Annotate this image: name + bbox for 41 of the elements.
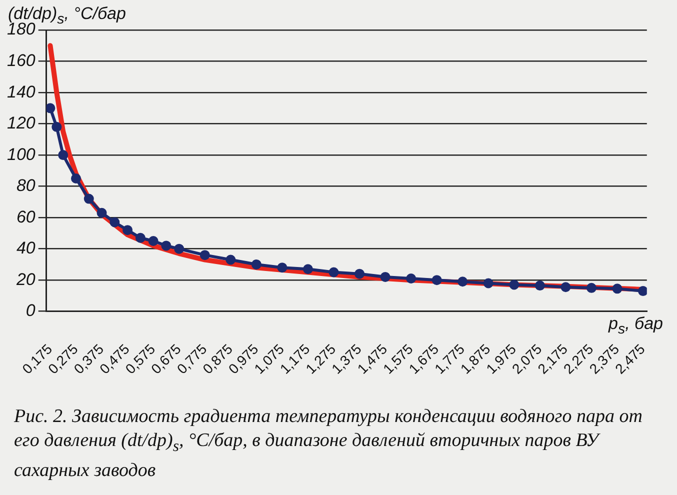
y-tick-label: 20 xyxy=(15,270,36,289)
point xyxy=(483,278,494,288)
point xyxy=(277,262,288,273)
point xyxy=(148,236,158,246)
point xyxy=(96,208,107,218)
point xyxy=(135,232,146,243)
point xyxy=(161,240,172,251)
point xyxy=(354,268,365,279)
point xyxy=(328,267,339,278)
x-axis-title: p$_{s}$, бар xyxy=(608,314,663,338)
point xyxy=(52,122,62,132)
point xyxy=(458,276,468,287)
point xyxy=(612,284,622,294)
text: Рис. 2. Зависимость градиента температуры конденсации водяного пара от его давления (dt/dp)$_{s}$, °C/бар, в диапазоне давлений вторичных паров ВУ сахарных заводов xyxy=(14,406,642,481)
y-tick-label: 40 xyxy=(16,238,36,258)
point xyxy=(534,280,545,291)
point xyxy=(174,244,184,254)
point xyxy=(560,282,571,292)
point xyxy=(586,282,596,293)
y-tick-label: 80 xyxy=(16,176,36,196)
point xyxy=(638,286,647,296)
y-tick-label: 60 xyxy=(16,207,36,226)
point xyxy=(509,280,520,290)
point xyxy=(406,274,416,284)
point xyxy=(110,217,120,228)
point xyxy=(380,272,390,282)
y-tick-label: 140 xyxy=(6,82,36,102)
y-tick-label: 120 xyxy=(6,114,36,133)
point xyxy=(200,250,210,260)
point xyxy=(226,254,236,265)
point xyxy=(251,259,262,270)
y-tick-label: 0 xyxy=(26,301,36,320)
point xyxy=(84,194,94,204)
point xyxy=(46,103,56,114)
point xyxy=(122,225,133,236)
y-tick-label: 160 xyxy=(6,50,36,70)
point xyxy=(432,275,442,286)
point xyxy=(302,264,313,274)
point xyxy=(71,173,82,184)
y-tick-label: 100 xyxy=(6,144,36,164)
point xyxy=(58,150,68,160)
